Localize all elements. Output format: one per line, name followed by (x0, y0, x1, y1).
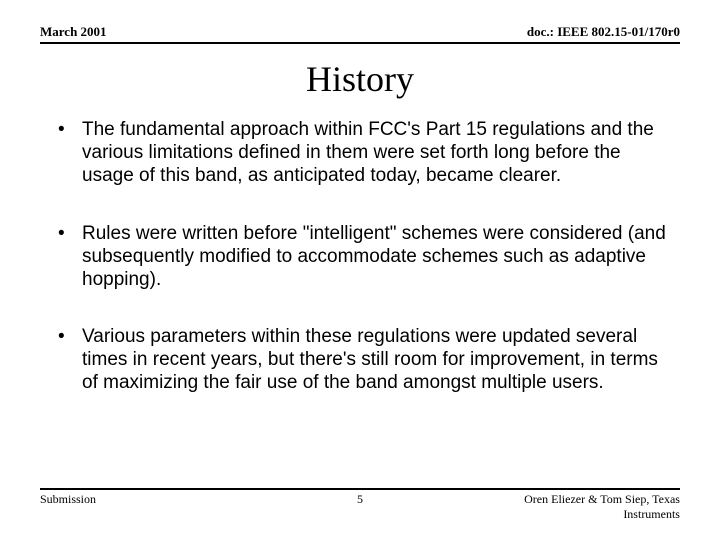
header-date: March 2001 (40, 24, 107, 40)
slide-header: March 2001 doc.: IEEE 802.15-01/170r0 (40, 24, 680, 44)
bullet-item: Various parameters within these regulati… (58, 325, 674, 395)
bullet-item: Rules were written before "intelligent" … (58, 222, 674, 292)
slide-title: History (40, 58, 680, 100)
footer-authors: Oren Eliezer & Tom Siep, Texas Instrumen… (467, 492, 680, 522)
footer-page-number: 5 (253, 492, 466, 507)
header-doc-id: doc.: IEEE 802.15-01/170r0 (527, 24, 680, 40)
footer-submission: Submission (40, 492, 253, 507)
bullet-item: The fundamental approach within FCC's Pa… (58, 118, 674, 188)
bullet-list: The fundamental approach within FCC's Pa… (40, 118, 680, 395)
slide: March 2001 doc.: IEEE 802.15-01/170r0 Hi… (0, 0, 720, 540)
slide-footer: Submission 5 Oren Eliezer & Tom Siep, Te… (40, 488, 680, 522)
